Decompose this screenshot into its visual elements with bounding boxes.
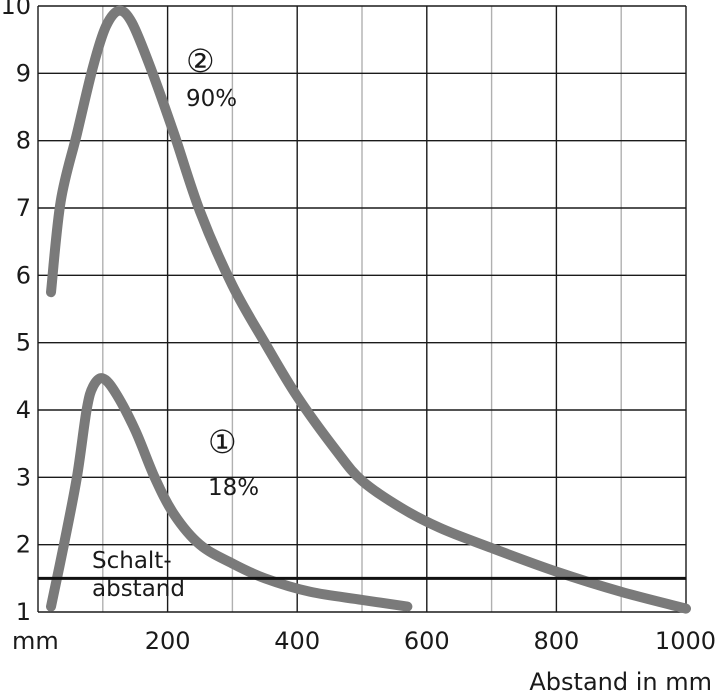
x-tick-labels: 200 400 600 800 1000 [145, 627, 716, 655]
x-tick-label-800: 800 [533, 627, 579, 655]
series-90-marker: ② [186, 42, 215, 80]
y-tick-label-9: 9 [16, 59, 31, 87]
y-tick-label-8: 8 [16, 127, 31, 155]
y-tick-label-3: 3 [16, 463, 31, 491]
series-18-marker: ① [208, 423, 237, 461]
x-tick-label-400: 400 [274, 627, 320, 655]
y-tick-label-4: 4 [16, 396, 31, 424]
x-tick-label-1000: 1000 [655, 627, 716, 655]
threshold-label-line-1: Schalt- [92, 548, 172, 574]
y-tick-label-10: 10 [0, 0, 31, 20]
series-90-label: 90% [186, 86, 237, 112]
y-tick-labels: 1 2 3 4 5 6 7 8 9 10 [0, 0, 31, 626]
curves [46, 5, 691, 614]
y-tick-label-1: 1 [16, 598, 31, 626]
y-tick-label-5: 5 [16, 329, 31, 357]
series-line-2 [46, 373, 413, 612]
x-tick-label-600: 600 [404, 627, 450, 655]
y-tick-label-7: 7 [16, 194, 31, 222]
series-line-1 [46, 5, 691, 614]
x-tick-label-200: 200 [145, 627, 191, 655]
y-tick-label-2: 2 [16, 531, 31, 559]
y-tick-label-6: 6 [16, 261, 31, 289]
series-18-label: 18% [208, 475, 259, 501]
x-axis-label: Abstand in mm [529, 668, 712, 693]
threshold-label-line-2: abstand [92, 576, 185, 602]
grid [37, 5, 687, 613]
x-unit-label: mm [12, 627, 59, 655]
